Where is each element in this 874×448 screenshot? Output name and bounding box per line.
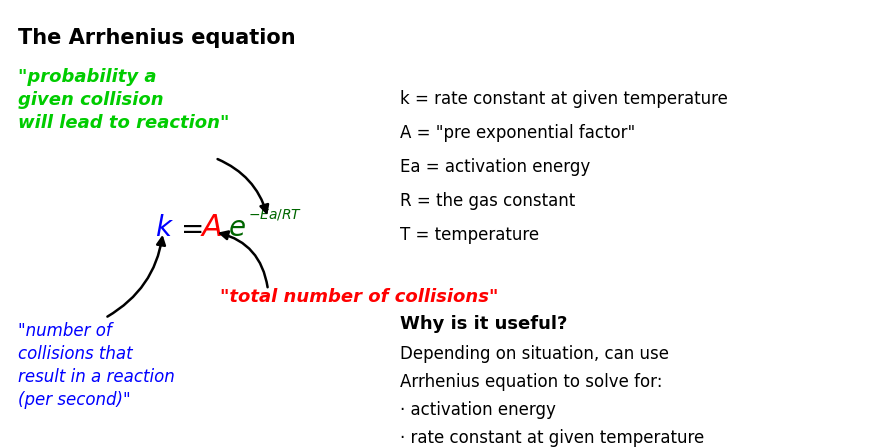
Text: $e$: $e$ <box>228 214 246 242</box>
Text: T = temperature: T = temperature <box>400 226 539 244</box>
Text: Depending on situation, can use: Depending on situation, can use <box>400 345 669 363</box>
Text: $k$: $k$ <box>155 214 174 242</box>
Text: Arrhenius equation to solve for:: Arrhenius equation to solve for: <box>400 373 662 391</box>
Text: $=$: $=$ <box>175 214 203 242</box>
Text: $A$: $A$ <box>200 214 222 242</box>
Text: A = "pre exponential factor": A = "pre exponential factor" <box>400 124 635 142</box>
Text: R = the gas constant: R = the gas constant <box>400 192 575 210</box>
Text: "probability a
given collision
will lead to reaction": "probability a given collision will lead… <box>18 68 229 132</box>
Text: · activation energy: · activation energy <box>400 401 556 419</box>
Text: k = rate constant at given temperature: k = rate constant at given temperature <box>400 90 728 108</box>
Text: "total number of collisions": "total number of collisions" <box>220 288 498 306</box>
Text: The Arrhenius equation: The Arrhenius equation <box>18 28 295 48</box>
Text: Why is it useful?: Why is it useful? <box>400 315 567 333</box>
Text: Ea = activation energy: Ea = activation energy <box>400 158 590 176</box>
Text: · rate constant at given temperature: · rate constant at given temperature <box>400 429 704 447</box>
Text: $-Ea/RT$: $-Ea/RT$ <box>248 207 302 221</box>
Text: "number of
collisions that
result in a reaction
(per second)": "number of collisions that result in a r… <box>18 322 175 409</box>
